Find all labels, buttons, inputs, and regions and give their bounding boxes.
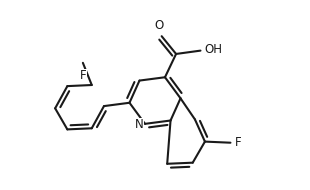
Text: F: F [80,70,86,82]
Text: O: O [154,19,164,32]
Text: N: N [135,118,143,131]
Text: F: F [235,136,242,149]
Text: OH: OH [205,43,223,56]
